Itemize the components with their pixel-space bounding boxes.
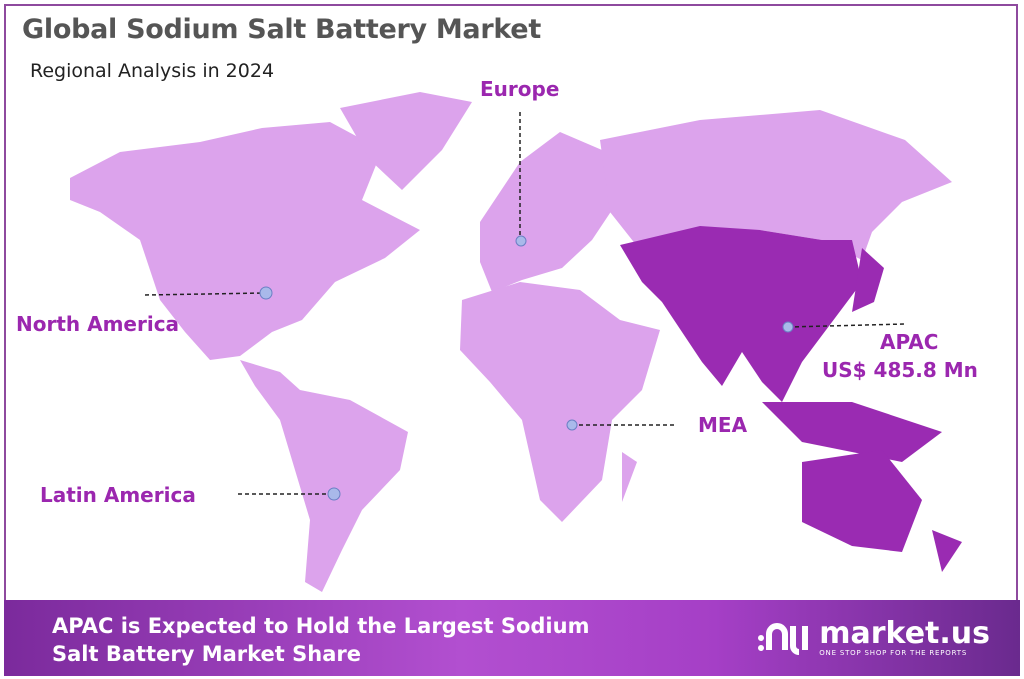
- southeast-asia-islands-shape: [762, 402, 942, 462]
- mea-label: MEA: [698, 413, 748, 437]
- latin-america-shape: [240, 360, 408, 592]
- apac-leader-line: [787, 323, 906, 328]
- north-america-label: North America: [16, 312, 180, 336]
- europe-marker: [515, 235, 527, 247]
- banner-line-1: APAC is Expected to Hold the Largest Sod…: [52, 614, 590, 638]
- north-america-leader-line: [144, 292, 266, 296]
- mea-marker: [566, 419, 578, 431]
- north-america-shape: [70, 122, 420, 360]
- africa-shape: [460, 282, 660, 522]
- europe-shape: [480, 132, 612, 292]
- north-america-marker: [259, 286, 273, 300]
- market-us-logo: market.us ONE STOP SHOP FOR THE REPORTS: [755, 616, 990, 660]
- japan-shape: [852, 248, 884, 312]
- apac-marker: [782, 321, 794, 333]
- infographic-frame: [4, 4, 1018, 600]
- europe-label: Europe: [480, 77, 560, 101]
- australia-shape: [802, 450, 922, 552]
- apac-value: US$ 485.8 Mn: [822, 358, 978, 382]
- greenland-shape: [340, 92, 472, 190]
- market-us-logo-icon: [758, 623, 809, 655]
- page-title: Global Sodium Salt Battery Market: [22, 14, 541, 45]
- banner-text: APAC is Expected to Hold the Largest Sod…: [52, 612, 589, 668]
- latin-america-marker: [327, 487, 341, 501]
- new-zealand-shape: [932, 530, 962, 572]
- north-asia-shape: [600, 110, 952, 260]
- banner-line-2: Salt Battery Market Share: [52, 642, 361, 666]
- latin-america-label: Latin America: [40, 483, 196, 507]
- apac-label: APAC: [880, 330, 939, 354]
- logo-name: market.us: [819, 616, 990, 651]
- page-subtitle: Regional Analysis in 2024: [30, 60, 275, 82]
- footer-banner: APAC is Expected to Hold the Largest Sod…: [4, 600, 1020, 676]
- madagascar-shape: [622, 452, 637, 502]
- logo-tagline: ONE STOP SHOP FOR THE REPORTS: [819, 649, 968, 657]
- apac-shape: [620, 226, 862, 402]
